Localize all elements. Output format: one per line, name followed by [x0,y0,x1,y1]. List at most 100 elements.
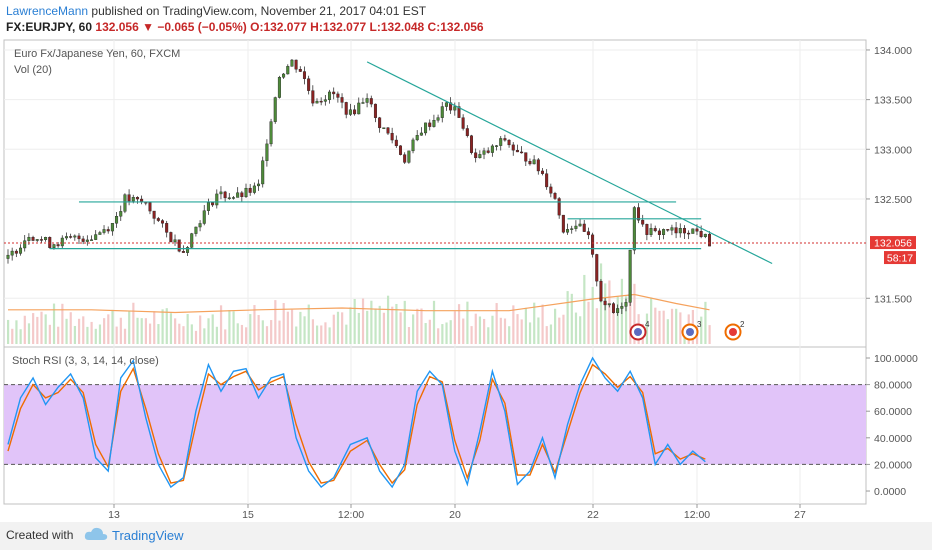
ohlc-line: FX:EURJPY, 60 132.056 ▼ −0.065 (−0.05%) … [6,20,484,34]
volume-bar [69,312,72,344]
volume-bar [249,314,252,344]
candle-body [323,99,327,102]
volume-bar [533,302,536,344]
candle-body [478,154,482,159]
trendlines[interactable] [49,61,773,265]
volume-bar [345,324,348,344]
volume-bar [512,305,515,344]
stoch-d-line [7,363,706,485]
event-badge-count: 2 [740,320,745,329]
publish-line: LawrenceMann published on TradingView.co… [6,4,426,18]
volume-bar [608,280,611,344]
candle-body [695,228,699,232]
event-badges[interactable]: 4 3 2 [629,320,746,341]
candle-body [332,91,336,95]
candle-body [286,66,290,75]
volume-bar [194,330,198,344]
candle-body [252,185,256,193]
candle-body [169,232,173,243]
candle-body [545,173,549,188]
candle-body [620,306,624,309]
x-tick-label: 20 [449,509,461,521]
candle-body [361,102,365,104]
volume-bar [86,326,89,344]
candle-body [511,144,515,151]
candle-body [628,249,632,303]
candle-body [181,251,185,253]
volume-bar [441,324,444,344]
price-tick-label: 133.500 [874,95,912,107]
event-badge-dot [634,328,642,336]
tradingview-link[interactable]: TradingView [112,528,184,543]
volume-bar [599,263,603,344]
stoch-k-line [7,356,706,489]
candle-body [641,219,645,225]
candle-body [670,227,674,231]
time-axis[interactable]: 13 15 12:00 20 22 12:00 27 [108,504,806,521]
price-axis[interactable]: 134.000 133.500 133.000 132.500 131.500 [866,45,912,305]
volume-bar [240,324,244,344]
volume-bar [27,323,31,344]
volume-bar [52,303,56,344]
volume-bar [558,317,561,344]
candle-body [261,160,265,185]
candle-body [369,98,373,105]
volume-bar [432,300,436,344]
trendline [366,61,773,265]
volume-bar [412,314,415,344]
candle-body [223,191,227,199]
event-badge-count: 4 [645,320,650,329]
candle-body [110,223,114,232]
candle-body [135,197,139,200]
candle-body [336,93,340,98]
volume-bar [186,314,189,344]
candle-body [173,239,177,243]
candle-body [102,229,106,233]
author-link[interactable]: LawrenceMann [6,4,89,18]
volume-bar [77,318,81,344]
candle-body [490,145,494,153]
event-badge-count: 3 [697,320,702,329]
chart-canvas[interactable]: 134.000 133.500 133.000 132.500 131.500 132.… [0,38,932,522]
volume-bar [115,326,118,344]
volume-bar [658,310,661,344]
candle-body [294,59,298,70]
rsi-band [4,384,866,465]
volume-bar [437,328,440,344]
candle-body [236,192,240,198]
volume-bar [332,314,335,344]
volume-bar [90,321,93,344]
volume-bar [554,308,557,344]
candle-body [365,98,369,103]
candle-body [624,302,628,307]
candle-body [486,150,490,153]
volume-bar [48,324,51,344]
candle-body [231,197,235,199]
x-tick-label: 22 [587,509,599,521]
candle-body [687,232,691,235]
candle-body [566,229,570,233]
candle-body [73,235,77,238]
volume-bar [391,306,394,344]
candle-body [662,229,666,235]
created-with-text: Created with [6,528,74,542]
candle-body [69,236,73,238]
candle-body [507,139,511,146]
candle-body [257,183,261,187]
candle-body [603,300,607,306]
candle-body [474,152,478,159]
volume-bar [257,315,260,344]
volume-bar [224,329,227,344]
last-price: 132.056 [95,20,139,34]
candle-body [465,128,469,136]
rsi-axis[interactable]: 100.0000 80.0000 60.0000 40.0000 20.0000 0.00… [866,353,918,498]
candle-body [595,254,599,282]
volume-bar [119,317,122,344]
volume-bar [487,327,490,344]
volume-ma-line [8,293,710,314]
x-tick-label: 12:00 [684,509,710,521]
rsi-tick-label: 20.0000 [874,459,912,471]
candle-body [160,220,164,224]
candle-body [106,229,110,232]
candle-body [520,151,524,154]
